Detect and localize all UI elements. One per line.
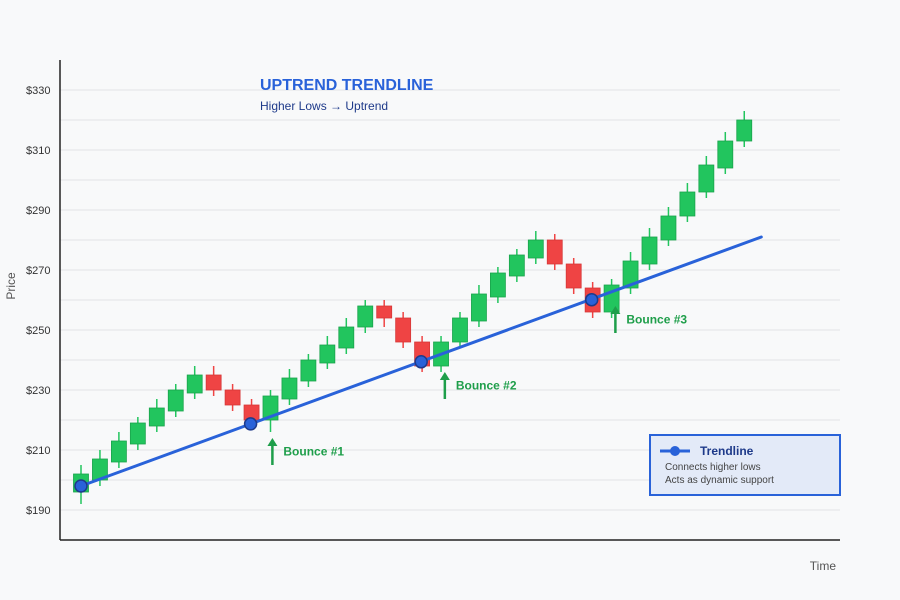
y-tick-labels: $190 $210 $230 $250 $270 $290 $310 $330	[26, 85, 50, 517]
candle-body	[565, 263, 582, 289]
y-tick-label: $210	[26, 445, 50, 457]
candle-body	[224, 389, 241, 406]
candle	[546, 234, 563, 270]
legend-line-1: Connects higher lows	[665, 462, 761, 473]
candle-body	[508, 254, 525, 277]
candle-body	[300, 359, 317, 382]
candle	[148, 399, 165, 432]
bounce-arrow-head	[439, 372, 450, 380]
bounce-annotations: Bounce #1 Bounce #2 Bounce #3	[267, 306, 687, 465]
bounce-arrow-head	[610, 306, 621, 314]
bounce-annotation: Bounce #1	[267, 438, 344, 465]
candle	[679, 183, 696, 222]
trendline-touch-point	[243, 417, 258, 431]
trendline-touch-point	[584, 292, 599, 307]
bounce-label: Bounce #1	[283, 445, 344, 459]
candle	[489, 267, 506, 303]
candle	[129, 417, 146, 450]
candle-body	[471, 293, 487, 322]
candle-body	[376, 305, 393, 319]
chart-title: UPTREND TRENDLINE	[260, 77, 434, 94]
candle	[660, 207, 677, 246]
candle	[395, 312, 412, 348]
candle	[641, 228, 658, 270]
candle-body	[489, 272, 506, 298]
candle	[452, 312, 468, 348]
candle-body	[717, 140, 734, 169]
candle-body	[357, 305, 374, 328]
trendline-touch-point	[414, 355, 428, 369]
candle	[224, 384, 241, 411]
candle	[717, 132, 734, 174]
candle	[565, 258, 582, 294]
y-axis-title: Price	[4, 272, 18, 300]
candle	[300, 354, 317, 387]
bounce-annotation: Bounce #2	[439, 372, 517, 399]
candle-body	[546, 239, 563, 265]
y-tick-label: $190	[26, 505, 50, 517]
candle-body	[319, 344, 336, 364]
y-tick-label: $290	[26, 205, 50, 217]
candle	[736, 111, 753, 147]
candle	[319, 336, 336, 369]
legend-marker-swatch	[670, 446, 680, 456]
candle-body	[736, 119, 753, 142]
y-tick-label: $310	[26, 145, 50, 157]
bounce-label: Bounce #2	[456, 379, 517, 393]
y-tick-label: $250	[26, 325, 50, 337]
candle-body	[641, 236, 658, 265]
legend-line-2: Acts as dynamic support	[665, 475, 774, 486]
bounce-annotation: Bounce #3	[610, 306, 687, 333]
trendline-layer	[74, 235, 763, 493]
legend-title: Trendline	[700, 444, 754, 458]
candle	[338, 318, 355, 354]
candle	[622, 252, 639, 294]
x-axis-title: Time	[810, 559, 837, 573]
candle-body	[281, 377, 298, 400]
candle	[527, 231, 544, 264]
candle-body	[205, 374, 222, 391]
legend-box	[649, 434, 841, 496]
candle-body	[622, 260, 639, 289]
y-tick-label: $230	[26, 385, 50, 397]
candle-body	[167, 389, 184, 412]
candle-body	[186, 374, 203, 394]
grid-lines	[60, 89, 840, 511]
candle	[357, 300, 374, 333]
candle	[471, 285, 487, 327]
candle-body	[111, 440, 127, 463]
candle-body	[395, 317, 412, 343]
candle-body	[660, 215, 677, 241]
candle	[508, 249, 525, 282]
chart-subtitle: Higher Lows → Uptrend	[260, 99, 388, 113]
y-tick-label: $330	[26, 85, 50, 97]
candle	[281, 369, 298, 405]
candle	[111, 432, 127, 468]
bounce-arrow-head	[267, 438, 278, 446]
candle-body	[698, 164, 715, 193]
candle-body	[527, 239, 544, 259]
candle-body	[148, 407, 165, 427]
trendline-touch-point	[74, 479, 88, 493]
candle	[186, 366, 203, 399]
candle-body	[338, 326, 355, 349]
y-tick-label: $270	[26, 265, 50, 277]
candle	[205, 366, 222, 396]
candle	[698, 156, 715, 198]
candle	[167, 384, 184, 417]
candle-body	[452, 317, 468, 343]
legend: Trendline Connects higher lows Acts as d…	[649, 434, 841, 496]
candle-body	[129, 422, 146, 445]
candle	[376, 300, 393, 327]
bounce-label: Bounce #3	[626, 313, 687, 327]
candle-body	[679, 191, 696, 217]
